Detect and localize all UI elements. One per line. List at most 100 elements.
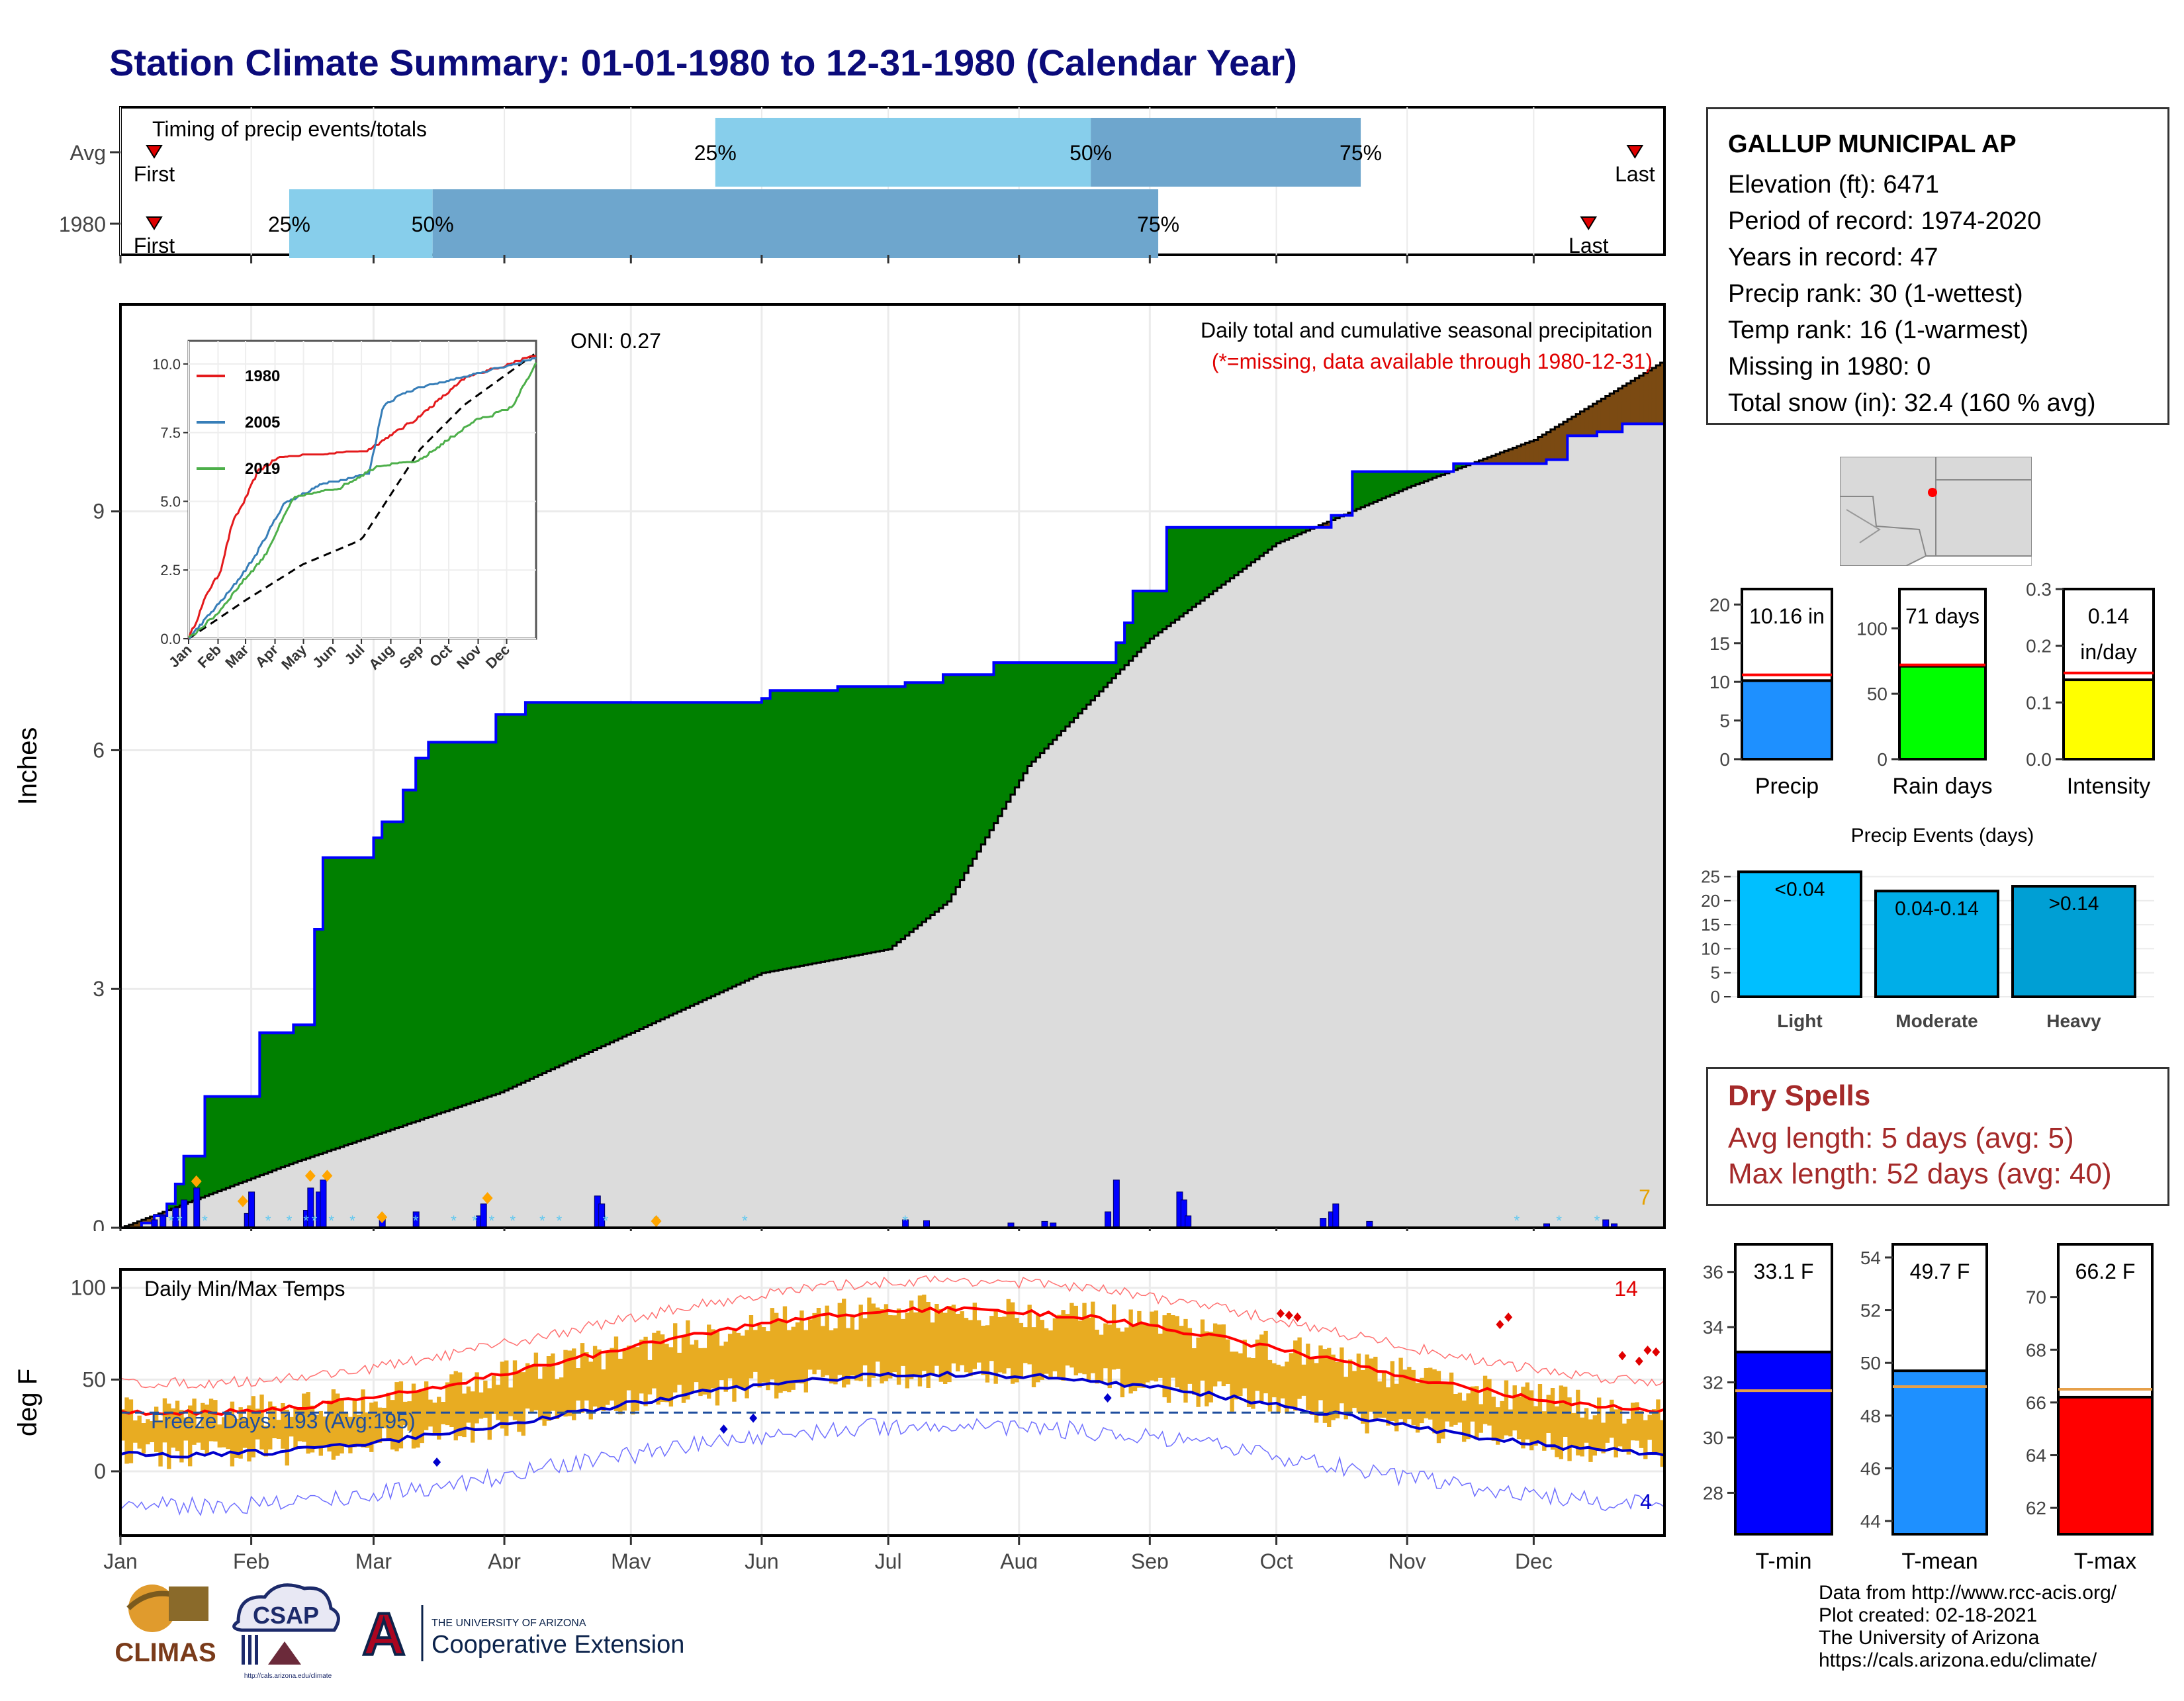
snow-mark: * bbox=[603, 1213, 609, 1229]
snow-diamond bbox=[237, 1195, 248, 1207]
inset-legend-label: 1980 bbox=[245, 367, 280, 385]
record-high-marker bbox=[1285, 1310, 1293, 1320]
daily-precip-bar bbox=[1332, 1203, 1340, 1228]
snow-mark: * bbox=[328, 1213, 334, 1229]
small-bar-value-label: 33.1 F bbox=[1754, 1260, 1814, 1283]
snow-mark: * bbox=[168, 1213, 174, 1229]
snow-mark: * bbox=[349, 1213, 355, 1229]
footer-url: https://cals.arizona.edu/climate/ bbox=[1819, 1649, 2097, 1671]
events-ytick-label: 15 bbox=[1701, 915, 1720, 935]
small-bar-ytick-label: 100 bbox=[1856, 618, 1888, 639]
timing-panel: Timing of precip events/totals Avg 25% 50% 7… bbox=[59, 106, 1666, 263]
timing-marker bbox=[1626, 145, 1644, 159]
climas-logo: CLIMAS bbox=[114, 1585, 216, 1667]
snow-mark: * bbox=[1514, 1213, 1520, 1229]
dry-spells-avg: Avg length: 5 days (avg: 5) bbox=[1728, 1122, 2074, 1154]
small-bar-value-label: 66.2 F bbox=[2075, 1260, 2136, 1283]
events-bar bbox=[2011, 885, 2136, 999]
small-bar-ytick-label: 70 bbox=[2026, 1287, 2046, 1308]
month-label: Sep bbox=[1131, 1549, 1169, 1569]
small-bar-ytick-label: 66 bbox=[2026, 1393, 2046, 1413]
events-category: Heavy bbox=[2046, 1011, 2101, 1031]
station-missing: Missing in 1980: 0 bbox=[1728, 353, 1931, 381]
snow-diamond bbox=[304, 1170, 316, 1182]
small-bar bbox=[1891, 1369, 1988, 1536]
events-ytick-label: 10 bbox=[1701, 939, 1720, 958]
station-name: GALLUP MUNICIPAL AP bbox=[1728, 130, 2017, 158]
temps-label: Daily Min/Max Temps bbox=[144, 1277, 345, 1301]
timing-bar-dark bbox=[432, 189, 1159, 258]
daily-precip-bar bbox=[248, 1191, 255, 1228]
precip-ylabel: Inches bbox=[13, 727, 42, 805]
month-label: Feb bbox=[233, 1549, 269, 1569]
snow-mark: * bbox=[489, 1213, 495, 1229]
daily-precip-bar bbox=[1105, 1211, 1112, 1228]
inset-average-line bbox=[188, 353, 535, 640]
events-chart-title: Precip Events (days) bbox=[1851, 825, 2034, 847]
month-label: Oct bbox=[1260, 1549, 1293, 1569]
month-label: Jul bbox=[875, 1549, 902, 1569]
timing-pct-label: 50% bbox=[412, 212, 454, 236]
temps-frame bbox=[119, 1268, 1666, 1537]
events-ytick-label: 20 bbox=[1701, 891, 1720, 911]
record-high-count: 14 bbox=[1614, 1277, 1638, 1301]
small-bar-ytick-label: 30 bbox=[1703, 1428, 1723, 1448]
small-bar-ytick-label: 50 bbox=[1860, 1353, 1881, 1373]
precip-right-subtitle: (*=missing, data available through 1980-… bbox=[1212, 349, 1653, 373]
snow-mark: * bbox=[202, 1213, 208, 1229]
events-bar bbox=[1874, 890, 1999, 998]
snow-mark: * bbox=[177, 1213, 183, 1229]
snow-mark: * bbox=[472, 1213, 478, 1229]
snow-mark: * bbox=[902, 1213, 908, 1229]
daily-precip-bar bbox=[1113, 1179, 1120, 1228]
small-bar bbox=[2057, 1395, 2154, 1536]
small-bar-ytick-label: 5 bbox=[1719, 711, 1730, 731]
small-bar-ytick-label: 0.2 bbox=[2026, 636, 2052, 657]
record-high-marker bbox=[1618, 1351, 1627, 1361]
freeze-days-label: Freeze Days: 193 (Avg:195) bbox=[151, 1409, 416, 1433]
oni-label: ONI: 0.27 bbox=[570, 329, 661, 353]
timing-row-label: Avg bbox=[69, 141, 106, 165]
station-precip-rank: Precip rank: 30 (1-wettest) bbox=[1728, 280, 2023, 308]
snow-mark: * bbox=[1556, 1213, 1562, 1229]
footer-credits: Data from http://www.rcc-acis.org/ Plot … bbox=[1819, 1582, 2116, 1672]
snow-mark: * bbox=[510, 1213, 516, 1229]
small-bar-ytick-label: 36 bbox=[1703, 1262, 1723, 1283]
record-high-marker bbox=[1652, 1347, 1661, 1357]
footer-university: The University of Arizona bbox=[1819, 1627, 2040, 1649]
footer-plot-date: Plot created: 02-18-2021 bbox=[1819, 1604, 2038, 1626]
inset-series-line bbox=[188, 362, 537, 639]
small-bar bbox=[1898, 665, 1987, 760]
events-bar bbox=[1737, 870, 1862, 998]
snow-mark: * bbox=[303, 1213, 309, 1229]
precip-right-title: Daily total and cumulative seasonal prec… bbox=[1201, 318, 1653, 342]
timing-row-label: 1980 bbox=[59, 212, 106, 236]
record-low-count: 4 bbox=[1640, 1490, 1652, 1514]
small-bar-ytick-label: 68 bbox=[2026, 1340, 2046, 1360]
small-bar-ytick-label: 20 bbox=[1709, 594, 1730, 615]
timing-pct-label: 50% bbox=[1069, 141, 1112, 165]
daily-precip-bar bbox=[193, 1187, 201, 1228]
small-bar-ytick-label: 0 bbox=[1719, 749, 1730, 770]
record-low-marker bbox=[719, 1424, 728, 1434]
small-bar-ytick-label: 0.0 bbox=[2026, 749, 2052, 770]
small-bar-ytick-label: 44 bbox=[1860, 1511, 1881, 1532]
events-bar-label: >0.14 bbox=[2049, 893, 2099, 915]
small-bar-ytick-label: 54 bbox=[1860, 1248, 1881, 1268]
timing-bar-light bbox=[289, 189, 433, 258]
record-high-marker bbox=[1496, 1320, 1504, 1330]
month-label: Mar bbox=[355, 1549, 392, 1569]
station-snow: Total snow (in): 32.4 (160 % avg) bbox=[1728, 389, 2096, 417]
precip-panel: ************************70369InchesDaily… bbox=[13, 303, 1666, 1231]
timing-pct-label: 25% bbox=[268, 212, 310, 236]
normal-min-line bbox=[120, 1370, 1665, 1459]
precip-frame bbox=[119, 303, 1666, 1229]
precip-corner-count: 7 bbox=[1639, 1185, 1651, 1209]
record-high-line bbox=[120, 1275, 1665, 1389]
daily-precip-bar bbox=[1320, 1218, 1327, 1228]
svg-text:CSAP: CSAP bbox=[253, 1602, 319, 1629]
timing-bar-light bbox=[715, 118, 1091, 187]
timing-pct-label: 75% bbox=[1137, 212, 1179, 236]
station-temp-rank: Temp rank: 16 (1-warmest) bbox=[1728, 316, 2029, 344]
